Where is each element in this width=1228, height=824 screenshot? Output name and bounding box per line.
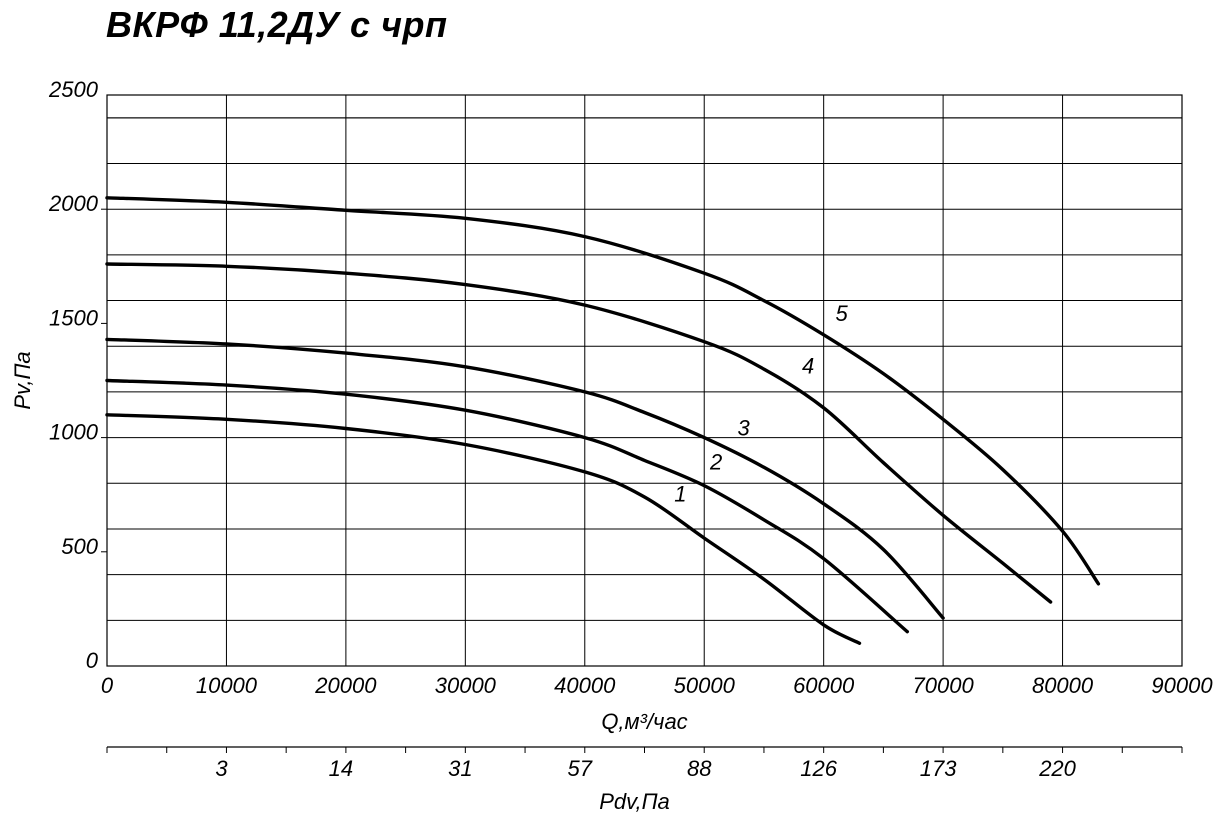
curve-label-1: 1 — [674, 482, 686, 507]
y-axis-label: Pv,Па — [10, 351, 35, 409]
y-tick-label: 0 — [86, 648, 99, 673]
x-tick-label: 30000 — [435, 673, 497, 698]
plot-frame — [106, 94, 1183, 667]
y-tick-label: 2500 — [48, 77, 99, 102]
x-tick-label: 0 — [101, 673, 114, 698]
curve-label-3: 3 — [738, 415, 751, 440]
x-tick-label: 90000 — [1151, 673, 1213, 698]
x-tick-label: 60000 — [793, 673, 855, 698]
secondary-axis-label: Pdv,Па — [599, 789, 670, 814]
secondary-tick-label: 31 — [448, 756, 472, 781]
secondary-tick-label: 126 — [800, 756, 837, 781]
secondary-tick-label: 173 — [920, 756, 957, 781]
x-axis-label: Q,м³/час — [601, 709, 687, 734]
series-line-2 — [105, 378, 909, 634]
curve-label-5: 5 — [835, 301, 848, 326]
y-tick-label: 500 — [61, 534, 98, 559]
series-line-5 — [105, 196, 1101, 586]
series-line-4 — [105, 262, 1053, 604]
x-tick-label: 70000 — [913, 673, 975, 698]
series-line-3 — [105, 337, 945, 620]
secondary-tick-label: 220 — [1038, 756, 1076, 781]
y-tick-label: 1500 — [49, 305, 99, 330]
secondary-tick-label: 88 — [687, 756, 712, 781]
series-line-1 — [105, 413, 862, 645]
x-tick-label: 80000 — [1032, 673, 1094, 698]
curve-label-2: 2 — [709, 450, 722, 475]
secondary-tick-label: 3 — [215, 756, 228, 781]
x-tick-label: 50000 — [674, 673, 736, 698]
x-tick-label: 10000 — [196, 673, 258, 698]
curve-label-4: 4 — [802, 354, 814, 379]
secondary-tick-label: 14 — [329, 756, 353, 781]
x-tick-label: 40000 — [554, 673, 616, 698]
y-tick-label: 1000 — [49, 420, 99, 445]
secondary-tick-label: 57 — [568, 756, 593, 781]
y-tick-label: 2000 — [48, 191, 99, 216]
chart-title: ВКРФ 11,2ДУ с чрп — [106, 4, 448, 45]
x-tick-label: 20000 — [314, 673, 377, 698]
